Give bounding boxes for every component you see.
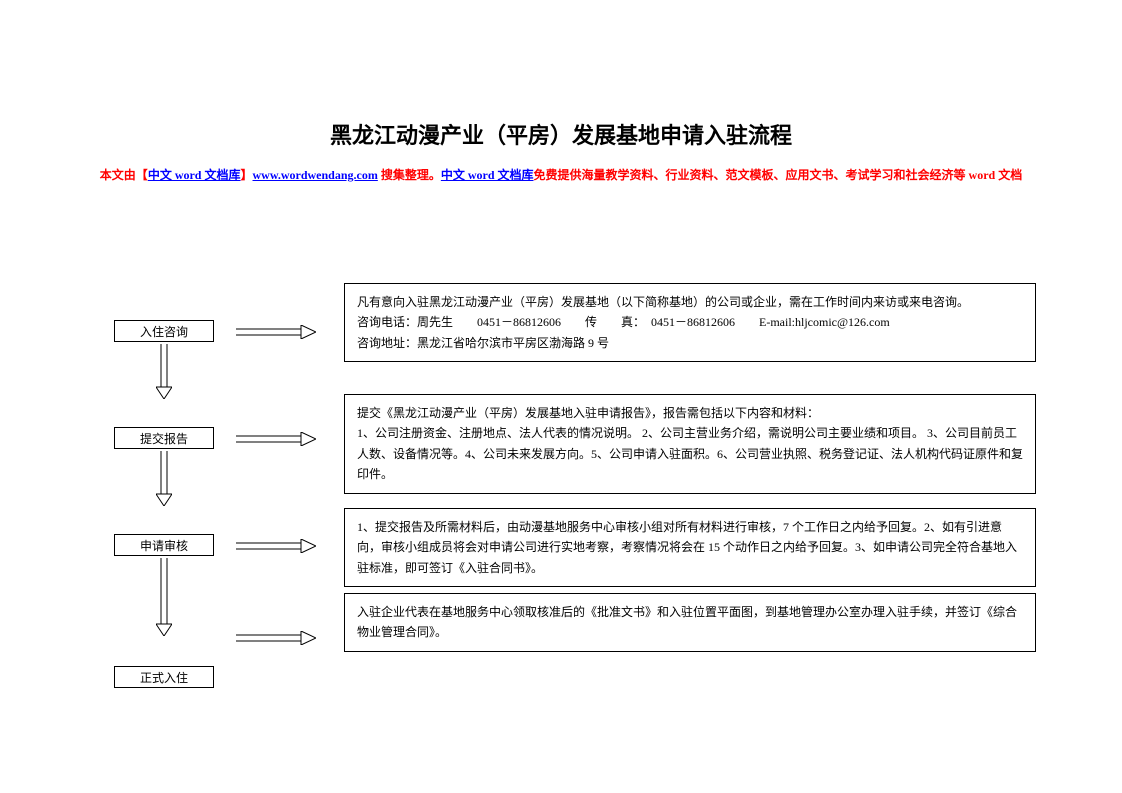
sub-header: 本文由【中文 word 文档库】www.wordwendang.com 搜集整理… [0,150,1122,187]
down-arrow-icon-1 [156,344,172,399]
step-label-1: 入住咨询 [140,323,188,340]
desc-text-1: 凡有意向入驻黑龙江动漫产业（平房）发展基地（以下简称基地）的公司或企业，需在工作… [357,295,969,350]
desc-box-4: 入驻企业代表在基地服务中心领取核准后的《批准文书》和入驻位置平面图，到基地管理办… [344,593,1036,652]
step-label-4: 正式入住 [140,669,188,686]
right-arrow-icon-2 [236,432,316,446]
desc-box-3: 1、提交报告及所需材料后，由动漫基地服务中心审核小组对所有材料进行审核，7 个工… [344,508,1036,587]
right-arrow-icon-1 [236,325,316,339]
subheader-mid2: 搜集整理。 [378,168,441,182]
subheader-link-2[interactable]: www.wordwendang.com [253,168,378,182]
right-arrow-icon-3 [236,539,316,553]
step-label-2: 提交报告 [140,430,188,447]
down-arrow-icon-3 [156,558,172,636]
desc-text-3: 1、提交报告及所需材料后，由动漫基地服务中心审核小组对所有材料进行审核，7 个工… [357,520,1017,575]
subheader-mid1: 】 [240,168,252,182]
subheader-suffix: 免费提供海量教学资料、行业资料、范文模板、应用文书、考试学习和社会经济等 wor… [534,168,1023,182]
desc-box-1: 凡有意向入驻黑龙江动漫产业（平房）发展基地（以下简称基地）的公司或企业，需在工作… [344,283,1036,362]
subheader-link-1[interactable]: 中文 word 文档库 [148,168,241,182]
step-box-4: 正式入住 [114,666,214,688]
right-arrow-icon-4 [236,631,316,645]
step-label-3: 申请审核 [140,537,188,554]
step-box-2: 提交报告 [114,427,214,449]
subheader-prefix: 本文由【 [100,168,148,182]
step-box-3: 申请审核 [114,534,214,556]
desc-box-2: 提交《黑龙江动漫产业（平房）发展基地入驻申请报告》，报告需包括以下内容和材料： … [344,394,1036,494]
desc-text-2: 提交《黑龙江动漫产业（平房）发展基地入驻申请报告》，报告需包括以下内容和材料： … [357,406,1023,481]
page-title: 黑龙江动漫产业（平房）发展基地申请入驻流程 [0,0,1122,150]
down-arrow-icon-2 [156,451,172,506]
subheader-link-3[interactable]: 中文 word 文档库 [441,168,534,182]
step-box-1: 入住咨询 [114,320,214,342]
desc-text-4: 入驻企业代表在基地服务中心领取核准后的《批准文书》和入驻位置平面图，到基地管理办… [357,605,1017,639]
